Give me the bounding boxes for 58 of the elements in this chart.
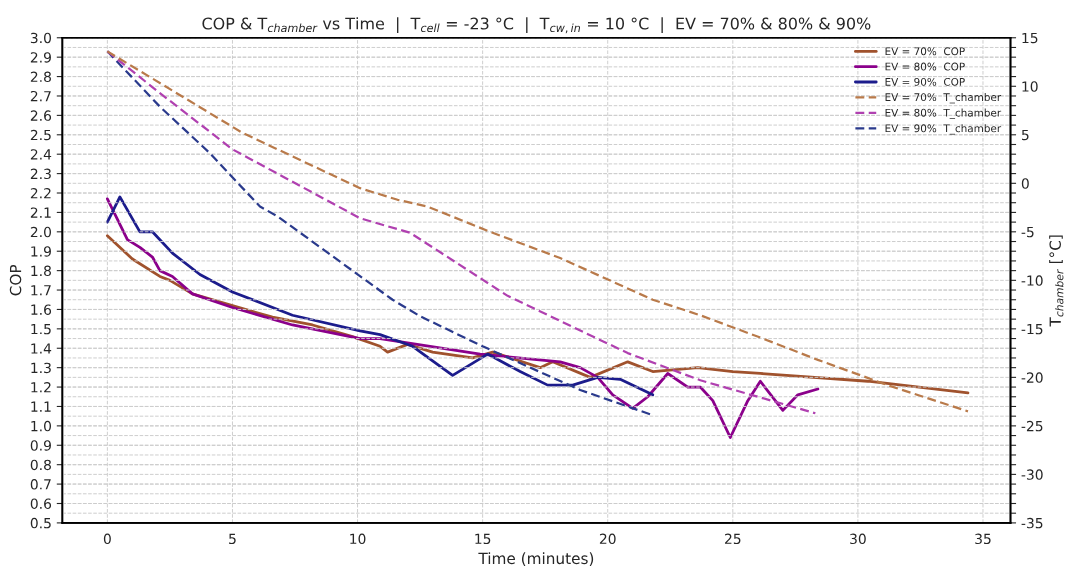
y2-tick-label: 15 bbox=[1022, 32, 1038, 44]
line-series bbox=[105, 195, 655, 397]
y2-tick-label: -10 bbox=[1021, 275, 1043, 286]
y2-tick-label: -5 bbox=[1021, 226, 1034, 238]
line-series bbox=[105, 197, 820, 439]
x-tick-label: 5 bbox=[229, 533, 236, 545]
y2-tick-label: -30 bbox=[1021, 469, 1043, 480]
legend-label: EV = 90% T_chamber bbox=[885, 124, 1002, 135]
x-tick-label: 10 bbox=[350, 533, 366, 545]
y2-tick-label: -25 bbox=[1021, 420, 1043, 432]
y-tick-label: 1.1 bbox=[31, 401, 51, 412]
y-tick-label: 2.4 bbox=[30, 149, 52, 160]
x-tick-label: 20 bbox=[599, 533, 616, 545]
chart-title: COP & T$_{chamber}$ vs Time | T$_{cell}$ = -23 °C | T$_{cw,in}$ = 10 °C | EV = 70% & 80% & 90% bbox=[202, 17, 871, 34]
x-axis-title: Time (minutes) bbox=[478, 552, 594, 566]
x-tick-label: 25 bbox=[724, 533, 741, 545]
legend-label: EV = 70% T_chamber bbox=[885, 93, 1002, 104]
y-tick-label: 2.3 bbox=[30, 168, 51, 180]
y-tick-label: 2.5 bbox=[30, 129, 51, 141]
y-tick-label: 2.7 bbox=[30, 90, 51, 102]
y-tick-label: 1.7 bbox=[31, 285, 51, 296]
y-tick-label: 2.1 bbox=[30, 207, 51, 218]
x-tick-label: 35 bbox=[975, 533, 991, 545]
y2-axis-title: T$_{chamber}$ [°C] bbox=[1049, 235, 1064, 327]
y2-tick-label: -35 bbox=[1021, 517, 1043, 529]
y-tick-label: 0.9 bbox=[30, 440, 51, 451]
y-tick-label: 1.2 bbox=[31, 382, 51, 393]
legend-label: EV = 70% COP bbox=[885, 47, 965, 56]
y-tick-label: 1.5 bbox=[31, 324, 51, 335]
y-tick-label: 3.0 bbox=[30, 32, 52, 44]
y-tick-label: 1.9 bbox=[31, 246, 51, 257]
y-tick-label: 2.2 bbox=[30, 187, 51, 199]
y2-tick-label: 0 bbox=[1021, 178, 1029, 189]
y-axis-title: COP bbox=[9, 264, 22, 296]
y-tick-label: 1.6 bbox=[31, 304, 52, 315]
y2-tick-label: -20 bbox=[1021, 372, 1043, 383]
y-tick-label: 1.4 bbox=[31, 343, 52, 354]
legend-label: EV = 80% COP bbox=[885, 62, 965, 71]
legend-label: EV = 90% COP bbox=[885, 77, 965, 86]
line-series bbox=[106, 50, 817, 415]
y2-tick-label: 10 bbox=[1022, 81, 1038, 92]
legend-label: EV = 80% T_chamber bbox=[885, 108, 1002, 119]
y-tick-label: 2.9 bbox=[30, 52, 51, 63]
x-tick-label: 0 bbox=[103, 533, 111, 545]
y-tick-label: 0.6 bbox=[30, 498, 52, 509]
y-tick-label: 2.6 bbox=[30, 110, 52, 121]
y-tick-label: 1.0 bbox=[31, 420, 52, 432]
y-tick-label: 1.3 bbox=[31, 362, 51, 374]
y-tick-label: 0.7 bbox=[30, 479, 51, 490]
x-tick-label: 30 bbox=[850, 533, 866, 545]
x-tick-label: 15 bbox=[475, 533, 491, 545]
y-tick-label: 0.5 bbox=[30, 517, 51, 529]
y-tick-label: 2.8 bbox=[30, 71, 51, 83]
y-tick-label: 2.0 bbox=[30, 226, 52, 238]
y-tick-label: 1.8 bbox=[31, 265, 51, 277]
y2-tick-label: -15 bbox=[1021, 324, 1043, 335]
y-tick-label: 0.8 bbox=[30, 459, 51, 471]
y2-tick-label: 5 bbox=[1021, 129, 1029, 141]
